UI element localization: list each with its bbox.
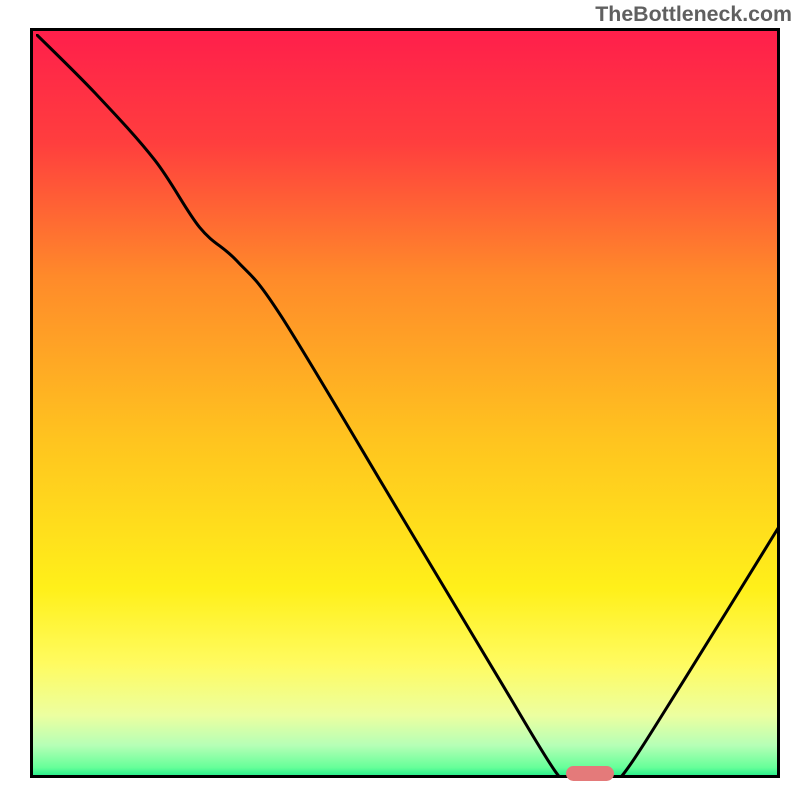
bottleneck-curve — [36, 34, 780, 778]
plot-area — [30, 28, 780, 778]
optimum-marker — [566, 766, 614, 781]
chart-container: TheBottleneck.com — [0, 0, 800, 800]
curve-layer — [36, 34, 780, 778]
watermark-text: TheBottleneck.com — [595, 2, 792, 27]
